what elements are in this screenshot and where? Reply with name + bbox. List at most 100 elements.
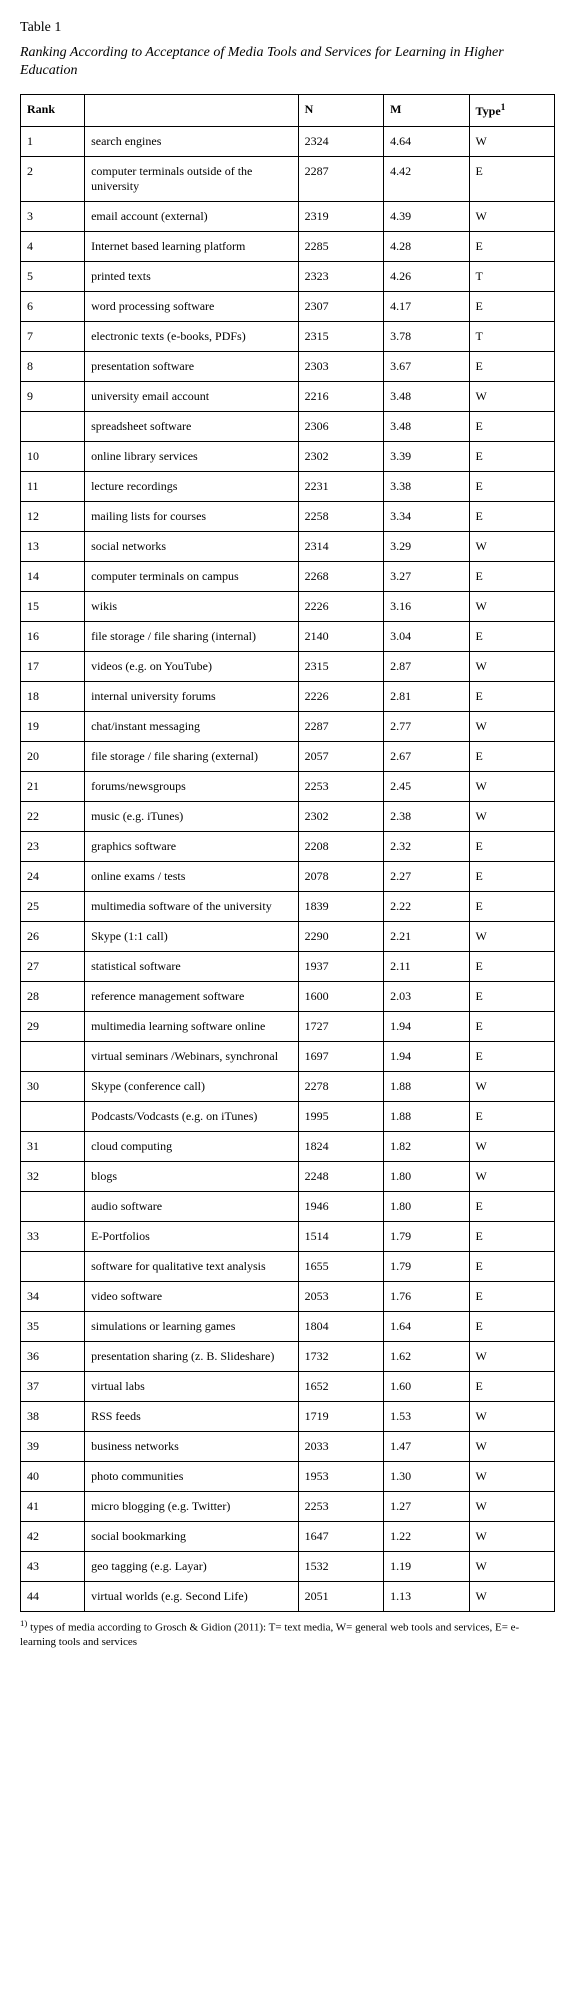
cell-m: 4.39 bbox=[384, 202, 469, 232]
cell-m: 2.67 bbox=[384, 742, 469, 772]
cell-n: 2248 bbox=[298, 1162, 383, 1192]
cell-rank: 19 bbox=[21, 712, 85, 742]
cell-rank: 39 bbox=[21, 1432, 85, 1462]
cell-rank: 17 bbox=[21, 652, 85, 682]
cell-rank: 1 bbox=[21, 127, 85, 157]
cell-n: 2307 bbox=[298, 292, 383, 322]
table-row: 22music (e.g. iTunes)23022.38W bbox=[21, 802, 555, 832]
cell-n: 2140 bbox=[298, 622, 383, 652]
cell-n: 2287 bbox=[298, 157, 383, 202]
cell-m: 1.94 bbox=[384, 1042, 469, 1072]
cell-rank: 6 bbox=[21, 292, 85, 322]
table-row: 25multimedia software of the university1… bbox=[21, 892, 555, 922]
cell-item: videos (e.g. on YouTube) bbox=[85, 652, 299, 682]
cell-rank: 5 bbox=[21, 262, 85, 292]
cell-type: W bbox=[469, 1162, 554, 1192]
cell-item: computer terminals outside of the univer… bbox=[85, 157, 299, 202]
cell-item: RSS feeds bbox=[85, 1402, 299, 1432]
cell-n: 1995 bbox=[298, 1102, 383, 1132]
cell-m: 2.11 bbox=[384, 952, 469, 982]
cell-n: 1732 bbox=[298, 1342, 383, 1372]
cell-n: 2323 bbox=[298, 262, 383, 292]
cell-type: E bbox=[469, 412, 554, 442]
cell-type: W bbox=[469, 1342, 554, 1372]
cell-n: 2302 bbox=[298, 442, 383, 472]
cell-n: 2057 bbox=[298, 742, 383, 772]
cell-n: 2268 bbox=[298, 562, 383, 592]
cell-n: 2287 bbox=[298, 712, 383, 742]
cell-item: presentation sharing (z. B. Slideshare) bbox=[85, 1342, 299, 1372]
cell-n: 2285 bbox=[298, 232, 383, 262]
cell-item: multimedia software of the university bbox=[85, 892, 299, 922]
cell-n: 1532 bbox=[298, 1552, 383, 1582]
cell-rank: 44 bbox=[21, 1582, 85, 1612]
cell-rank: 43 bbox=[21, 1552, 85, 1582]
cell-rank: 26 bbox=[21, 922, 85, 952]
cell-n: 1647 bbox=[298, 1522, 383, 1552]
cell-m: 1.13 bbox=[384, 1582, 469, 1612]
cell-m: 2.87 bbox=[384, 652, 469, 682]
cell-n: 2324 bbox=[298, 127, 383, 157]
table-row: 7electronic texts (e-books, PDFs)23153.7… bbox=[21, 322, 555, 352]
cell-type: E bbox=[469, 562, 554, 592]
cell-rank: 13 bbox=[21, 532, 85, 562]
cell-rank: 34 bbox=[21, 1282, 85, 1312]
cell-type: E bbox=[469, 1012, 554, 1042]
cell-rank: 36 bbox=[21, 1342, 85, 1372]
table-row: 28reference management software16002.03E bbox=[21, 982, 555, 1012]
cell-type: W bbox=[469, 1462, 554, 1492]
cell-type: E bbox=[469, 1252, 554, 1282]
cell-n: 2314 bbox=[298, 532, 383, 562]
cell-m: 2.81 bbox=[384, 682, 469, 712]
cell-item: virtual seminars /Webinars, synchronal bbox=[85, 1042, 299, 1072]
cell-rank: 29 bbox=[21, 1012, 85, 1042]
cell-rank: 18 bbox=[21, 682, 85, 712]
cell-type: E bbox=[469, 472, 554, 502]
cell-n: 2216 bbox=[298, 382, 383, 412]
cell-item: Internet based learning platform bbox=[85, 232, 299, 262]
cell-item: spreadsheet software bbox=[85, 412, 299, 442]
cell-type: E bbox=[469, 232, 554, 262]
cell-item: lecture recordings bbox=[85, 472, 299, 502]
table-row: 19chat/instant messaging22872.77W bbox=[21, 712, 555, 742]
cell-type: T bbox=[469, 322, 554, 352]
cell-m: 3.67 bbox=[384, 352, 469, 382]
cell-n: 1652 bbox=[298, 1372, 383, 1402]
table-row: 30Skype (conference call)22781.88W bbox=[21, 1072, 555, 1102]
cell-item: chat/instant messaging bbox=[85, 712, 299, 742]
cell-n: 2306 bbox=[298, 412, 383, 442]
cell-item: geo tagging (e.g. Layar) bbox=[85, 1552, 299, 1582]
table-title: Ranking According to Acceptance of Media… bbox=[20, 44, 555, 80]
cell-type: W bbox=[469, 127, 554, 157]
cell-m: 1.94 bbox=[384, 1012, 469, 1042]
cell-m: 3.48 bbox=[384, 412, 469, 442]
cell-type: E bbox=[469, 442, 554, 472]
cell-rank bbox=[21, 1252, 85, 1282]
table-row: 34video software20531.76E bbox=[21, 1282, 555, 1312]
cell-m: 2.27 bbox=[384, 862, 469, 892]
cell-m: 1.80 bbox=[384, 1192, 469, 1222]
cell-rank: 20 bbox=[21, 742, 85, 772]
cell-rank: 22 bbox=[21, 802, 85, 832]
footnote-text: types of media according to Grosch & Gid… bbox=[20, 1622, 519, 1648]
cell-type: W bbox=[469, 922, 554, 952]
cell-type: E bbox=[469, 292, 554, 322]
cell-m: 1.62 bbox=[384, 1342, 469, 1372]
cell-item: file storage / file sharing (external) bbox=[85, 742, 299, 772]
cell-m: 2.03 bbox=[384, 982, 469, 1012]
cell-item: software for qualitative text analysis bbox=[85, 1252, 299, 1282]
cell-n: 2303 bbox=[298, 352, 383, 382]
cell-m: 4.28 bbox=[384, 232, 469, 262]
cell-rank: 9 bbox=[21, 382, 85, 412]
table-row: 4Internet based learning platform22854.2… bbox=[21, 232, 555, 262]
cell-m: 1.82 bbox=[384, 1132, 469, 1162]
cell-rank bbox=[21, 412, 85, 442]
cell-type: E bbox=[469, 982, 554, 1012]
cell-rank: 23 bbox=[21, 832, 85, 862]
cell-n: 1655 bbox=[298, 1252, 383, 1282]
cell-n: 2258 bbox=[298, 502, 383, 532]
cell-rank: 40 bbox=[21, 1462, 85, 1492]
cell-n: 2053 bbox=[298, 1282, 383, 1312]
col-type: Type1 bbox=[469, 95, 554, 127]
cell-m: 2.21 bbox=[384, 922, 469, 952]
